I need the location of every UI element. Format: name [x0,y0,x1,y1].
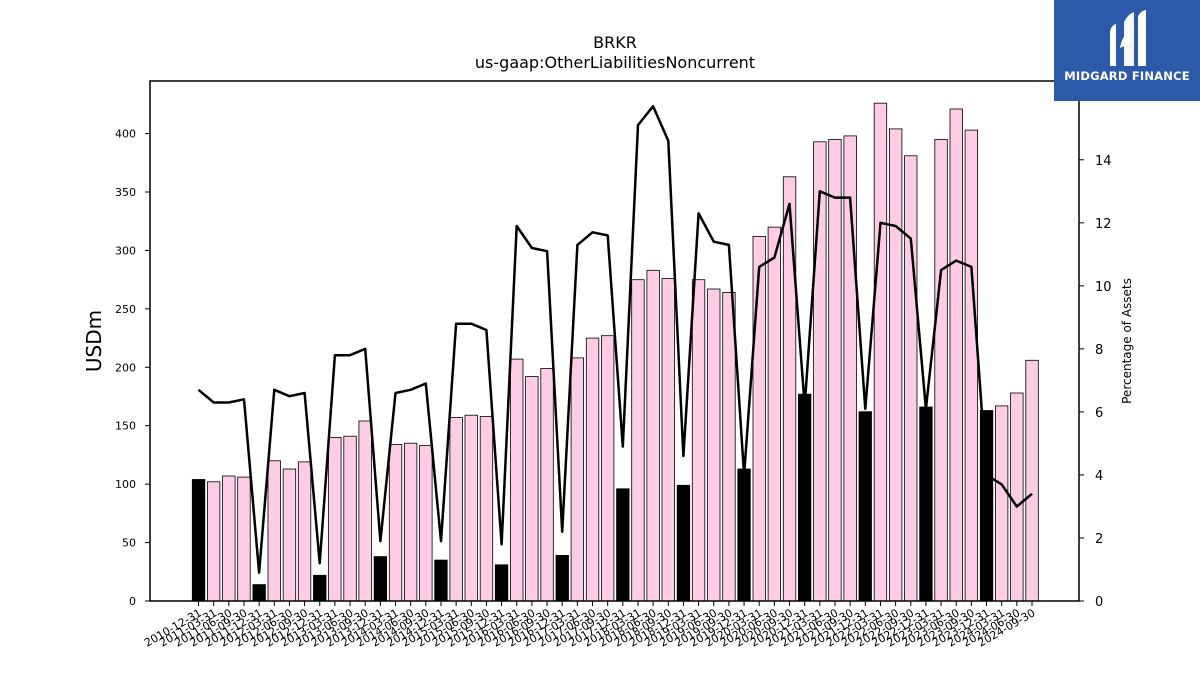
quarterly-bar [585,337,600,602]
y-tick-label: 200 [115,361,136,374]
chart-subtitle: us-gaap:OtherLiabilitiesNoncurrent [475,53,755,72]
quarterly-bar [691,279,706,602]
quarterly-bar [419,445,433,602]
y-tick-label: 250 [115,303,136,316]
quarterly-bar [267,460,281,602]
y-tick-label: 350 [115,186,136,199]
quarterly-bar [964,129,978,602]
quarterly-bar [904,155,918,602]
quarterly-bar [828,138,842,602]
annual-bar [313,574,327,602]
quarterly-bar [388,443,403,602]
y-axis-label: USDm [82,310,106,372]
quarterly-bar [1010,392,1024,602]
brand-logo: MIDGARD FINANCE [1054,0,1200,101]
y2-tick-label: 0 [1095,595,1103,610]
quarterly-bar [449,417,463,602]
quarterly-bar [1025,359,1039,602]
quarterly-bar [934,138,948,602]
annual-bar [494,564,509,602]
quarterly-bar [813,141,827,602]
annual-bar [191,479,206,602]
y-tick-label: 0 [129,595,136,608]
y-tick-label: 100 [115,478,136,491]
annual-bar [798,393,812,602]
y2-tick-label: 6 [1095,406,1103,421]
quarterly-bar [525,376,539,602]
midgard-m-logo-icon [1110,10,1146,66]
annual-bar [676,484,691,602]
quarterly-bar [206,481,221,602]
y2-tick-label: 12 [1095,217,1112,232]
quarterly-bar [646,269,660,602]
annual-bar [252,584,266,602]
quarterly-bar [570,357,584,602]
annual-bar [737,468,751,602]
quarterly-bar [889,128,903,602]
quarterly-bar [237,476,251,602]
quarterly-bar [752,235,766,602]
annual-bar [616,488,630,602]
annual-bar [434,559,448,602]
quarterly-bar [358,420,372,602]
quarterly-bar [661,278,675,602]
quarterly-bar [995,405,1009,602]
quarterly-bar [464,414,478,602]
plot-frame [149,80,1080,602]
y2-axis-label: Percentage of Assets [1120,278,1134,404]
annual-bar [858,411,872,602]
y-tick-label: 300 [115,244,136,257]
y2-tick-label: 10 [1095,280,1112,295]
quarterly-bar [510,358,524,602]
quarterly-bar [540,368,554,602]
quarterly-bar [722,292,736,602]
quarterly-bar [601,335,615,602]
quarterly-bar [707,288,721,602]
quarterly-bar [767,226,781,602]
y2-tick-label: 8 [1095,343,1103,358]
annual-bar [919,406,933,602]
quarterly-bar [222,475,236,602]
annual-bar [373,556,388,602]
y-tick-label: 400 [115,128,136,141]
quarterly-bar [343,435,357,602]
quarterly-bar [403,442,418,602]
quarterly-bar [782,176,797,602]
quarterly-bar [282,468,297,602]
quarterly-bar [328,436,342,602]
quarterly-bar [479,415,494,602]
quarterly-bar [949,108,963,602]
y-tick-label: 150 [115,420,136,433]
annual-bar [555,555,569,602]
y2-tick-label: 4 [1095,469,1103,484]
y2-tick-label: 14 [1095,154,1112,169]
quarterly-bar [631,279,645,602]
brand-name: MIDGARD FINANCE [1064,69,1190,83]
quarterly-bar [297,461,312,602]
annual-bar [979,410,994,602]
y-tick-label: 50 [122,537,136,550]
percentage-of-assets-line [197,104,1033,574]
quarterly-bar [873,102,888,602]
y2-tick-label: 2 [1095,532,1103,547]
chart-title: BRKR [593,33,637,52]
